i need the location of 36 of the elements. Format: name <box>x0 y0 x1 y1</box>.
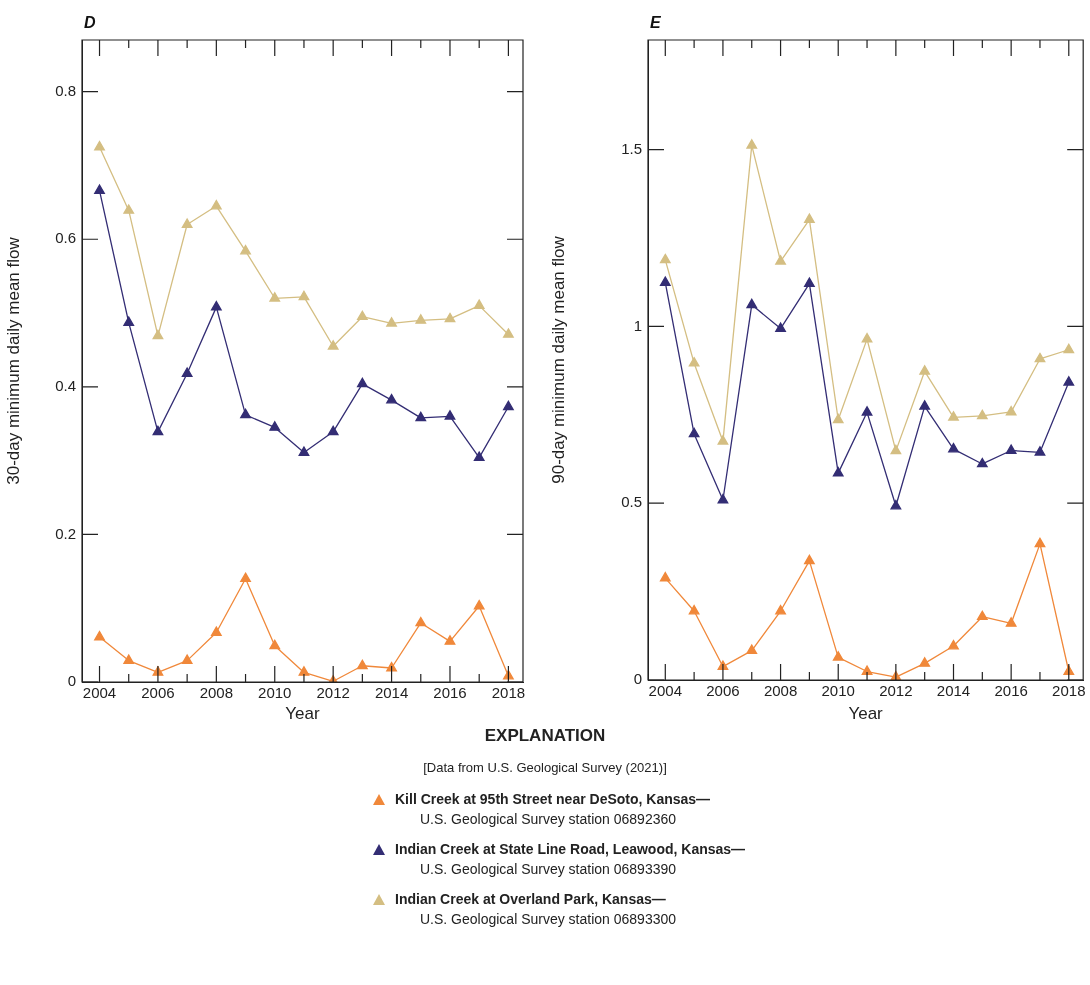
legend-label: Indian Creek at Overland Park, Kansas— U.S. Geological Survey station 06893300 <box>395 890 678 929</box>
y-tick-label: 0.5 <box>621 493 642 511</box>
y-tick-label: 0 <box>633 670 642 688</box>
legend-label: Kill Creek at 95th Street near DeSoto, Kansas— U.S. Geological Survey station 06892360 <box>395 790 712 829</box>
x-tick-label: 2018 <box>491 684 526 702</box>
x-tick-label: 2004 <box>82 684 117 702</box>
text: [Data from U.S. Geological Survey (2021)] <box>422 760 668 775</box>
y-tick-label: 0.4 <box>55 376 76 394</box>
x-tick-label: 2014 <box>374 684 409 702</box>
legend-title: EXPLANATION <box>483 726 607 746</box>
y-tick-label: 0.6 <box>55 229 76 247</box>
x-tick-label: 2016 <box>433 684 467 702</box>
y-axis-title: 30-day minimum daily mean flow <box>3 236 23 485</box>
y-tick-label: 0.2 <box>55 524 76 542</box>
x-tick-label: 2006 <box>706 682 740 700</box>
chart-title: D <box>84 14 96 32</box>
x-tick-label: 2012 <box>879 682 913 700</box>
y-tick-label: 0.8 <box>55 81 76 99</box>
x-tick-label: 2014 <box>936 682 971 700</box>
x-tick-label: 2008 <box>199 684 234 702</box>
x-tick-label: 2008 <box>763 682 798 700</box>
y-tick-label: 0 <box>67 672 76 690</box>
x-tick-label: 2004 <box>648 682 682 700</box>
chart-title: E <box>650 14 662 32</box>
x-tick-label: 2018 <box>1052 682 1086 700</box>
x-tick-label: 2006 <box>141 684 175 702</box>
x-tick-label: 2010 <box>821 682 855 700</box>
y-axis-title: 90-day minimum daily mean flow <box>548 235 568 484</box>
x-tick-label: 2016 <box>994 682 1028 700</box>
x-tick-label: 2010 <box>258 684 292 702</box>
x-axis-title: Year <box>285 704 321 724</box>
y-tick-label: 1.5 <box>621 139 642 157</box>
legend-label: Indian Creek at State Line Road, Leawood, Kansas— U.S. Geological Survey station 06893390 <box>395 840 747 879</box>
y-tick-label: 1 <box>633 316 642 334</box>
x-axis-title: Year <box>848 704 884 724</box>
x-tick-label: 2012 <box>316 684 350 702</box>
